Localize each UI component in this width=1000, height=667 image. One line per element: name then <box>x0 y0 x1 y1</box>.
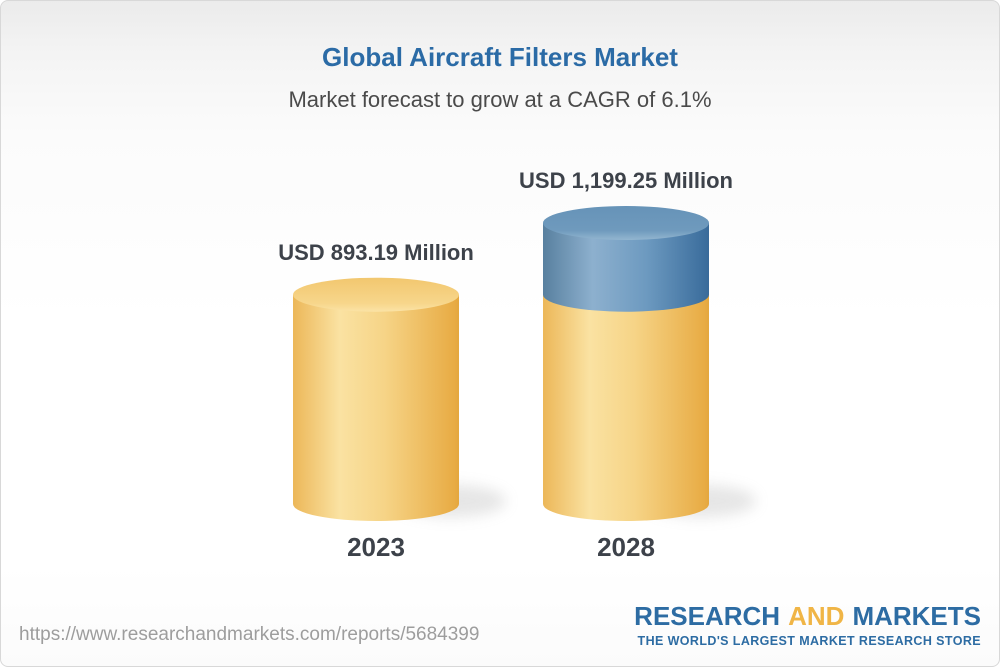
bar-2028-base-body <box>543 294 709 521</box>
category-label-2023: 2023 <box>347 532 405 562</box>
page-title: Global Aircraft Filters Market <box>322 42 678 72</box>
bar-2028-top <box>543 206 709 240</box>
report-url: https://www.researchandmarkets.com/repor… <box>19 624 480 645</box>
brand-word-research: RESEARCH <box>634 601 781 631</box>
category-label-2028: 2028 <box>597 532 655 562</box>
value-label-2023: USD 893.19 Million <box>278 239 474 265</box>
brand-word-markets: MARKETS <box>852 601 981 631</box>
bar-2023-top <box>293 277 459 312</box>
bar-2028-growth-body <box>543 223 709 312</box>
brand-word-and: AND <box>788 601 845 631</box>
page-subtitle: Market forecast to grow at a CAGR of 6.1… <box>288 87 712 112</box>
brand-logo: RESEARCH AND MARKETS THE WORLD'S LARGEST M… <box>634 601 981 648</box>
brand-logo-wordmark: RESEARCH AND MARKETS <box>634 601 981 631</box>
brand-tagline: THE WORLD'S LARGEST MARKET RESEARCH STOR… <box>637 634 981 648</box>
value-label-2028: USD 1,199.25 Million <box>519 168 733 193</box>
bar-2023-body <box>293 294 459 521</box>
